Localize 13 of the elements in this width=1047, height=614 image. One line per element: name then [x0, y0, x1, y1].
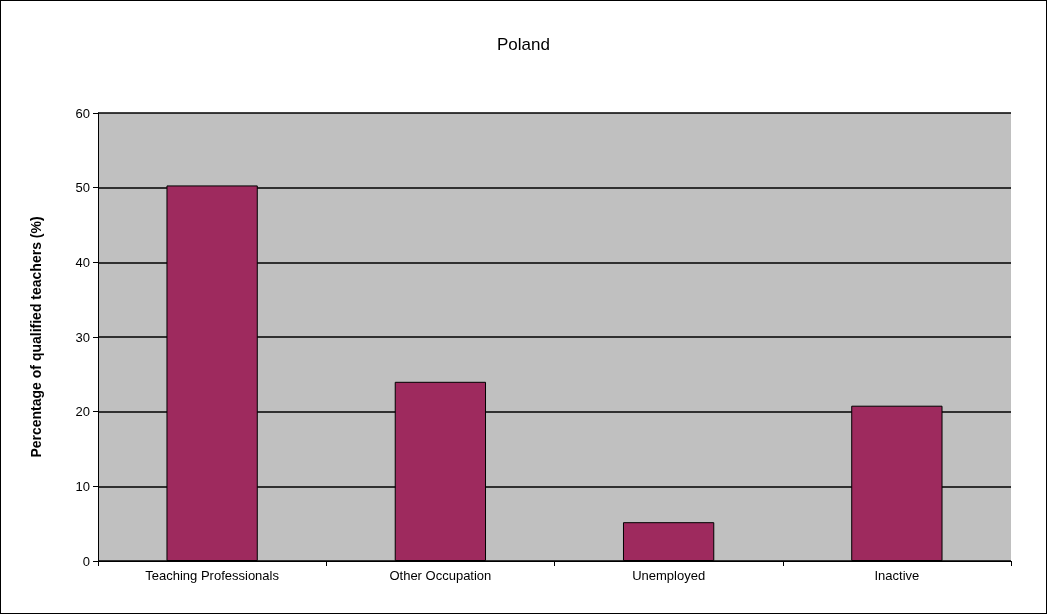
x-tick-label: Other Occupation — [389, 568, 492, 583]
chart-title: Poland — [497, 35, 550, 54]
y-axis-title: Percentage of qualified teachers (%) — [28, 216, 44, 458]
y-tick-label: 10 — [75, 478, 90, 494]
x-tick-label: Inactive — [874, 568, 920, 583]
y-tick-label: 30 — [75, 329, 90, 345]
x-tick-label: Unemployed — [632, 568, 706, 583]
x-tick-label: Teaching Professionals — [145, 568, 280, 583]
y-tick-label: 50 — [75, 180, 90, 196]
y-tick-label: 60 — [75, 105, 90, 121]
y-tick-label: 20 — [75, 404, 90, 420]
y-tick-label: 40 — [75, 254, 90, 270]
y-tick-label: 0 — [82, 553, 90, 569]
